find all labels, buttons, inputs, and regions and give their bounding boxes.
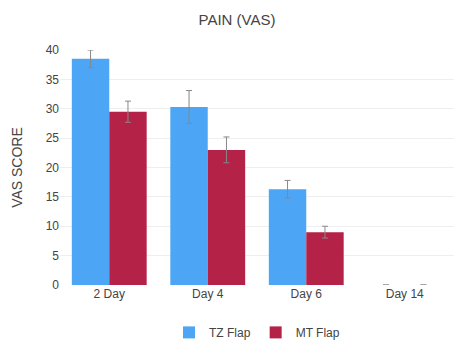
svg-text:25: 25 (46, 131, 60, 145)
svg-text:10: 10 (46, 219, 60, 233)
svg-text:Day 14: Day 14 (386, 287, 424, 301)
svg-text:40: 40 (46, 43, 60, 57)
svg-text:PAIN (VAS): PAIN (VAS) (199, 11, 276, 28)
svg-text:5: 5 (52, 249, 59, 263)
svg-text:35: 35 (46, 73, 60, 87)
svg-text:2 Day: 2 Day (94, 287, 125, 301)
svg-text:30: 30 (46, 102, 60, 116)
svg-text:Day 6: Day 6 (291, 287, 323, 301)
svg-text:TZ Flap: TZ Flap (209, 326, 251, 340)
svg-text:Day 4: Day 4 (192, 287, 224, 301)
svg-text:VAS SCORE: VAS SCORE (9, 127, 25, 208)
svg-text:20: 20 (46, 161, 60, 175)
svg-text:0: 0 (52, 278, 59, 292)
svg-text:MT Flap: MT Flap (296, 326, 340, 340)
svg-text:15: 15 (46, 190, 60, 204)
